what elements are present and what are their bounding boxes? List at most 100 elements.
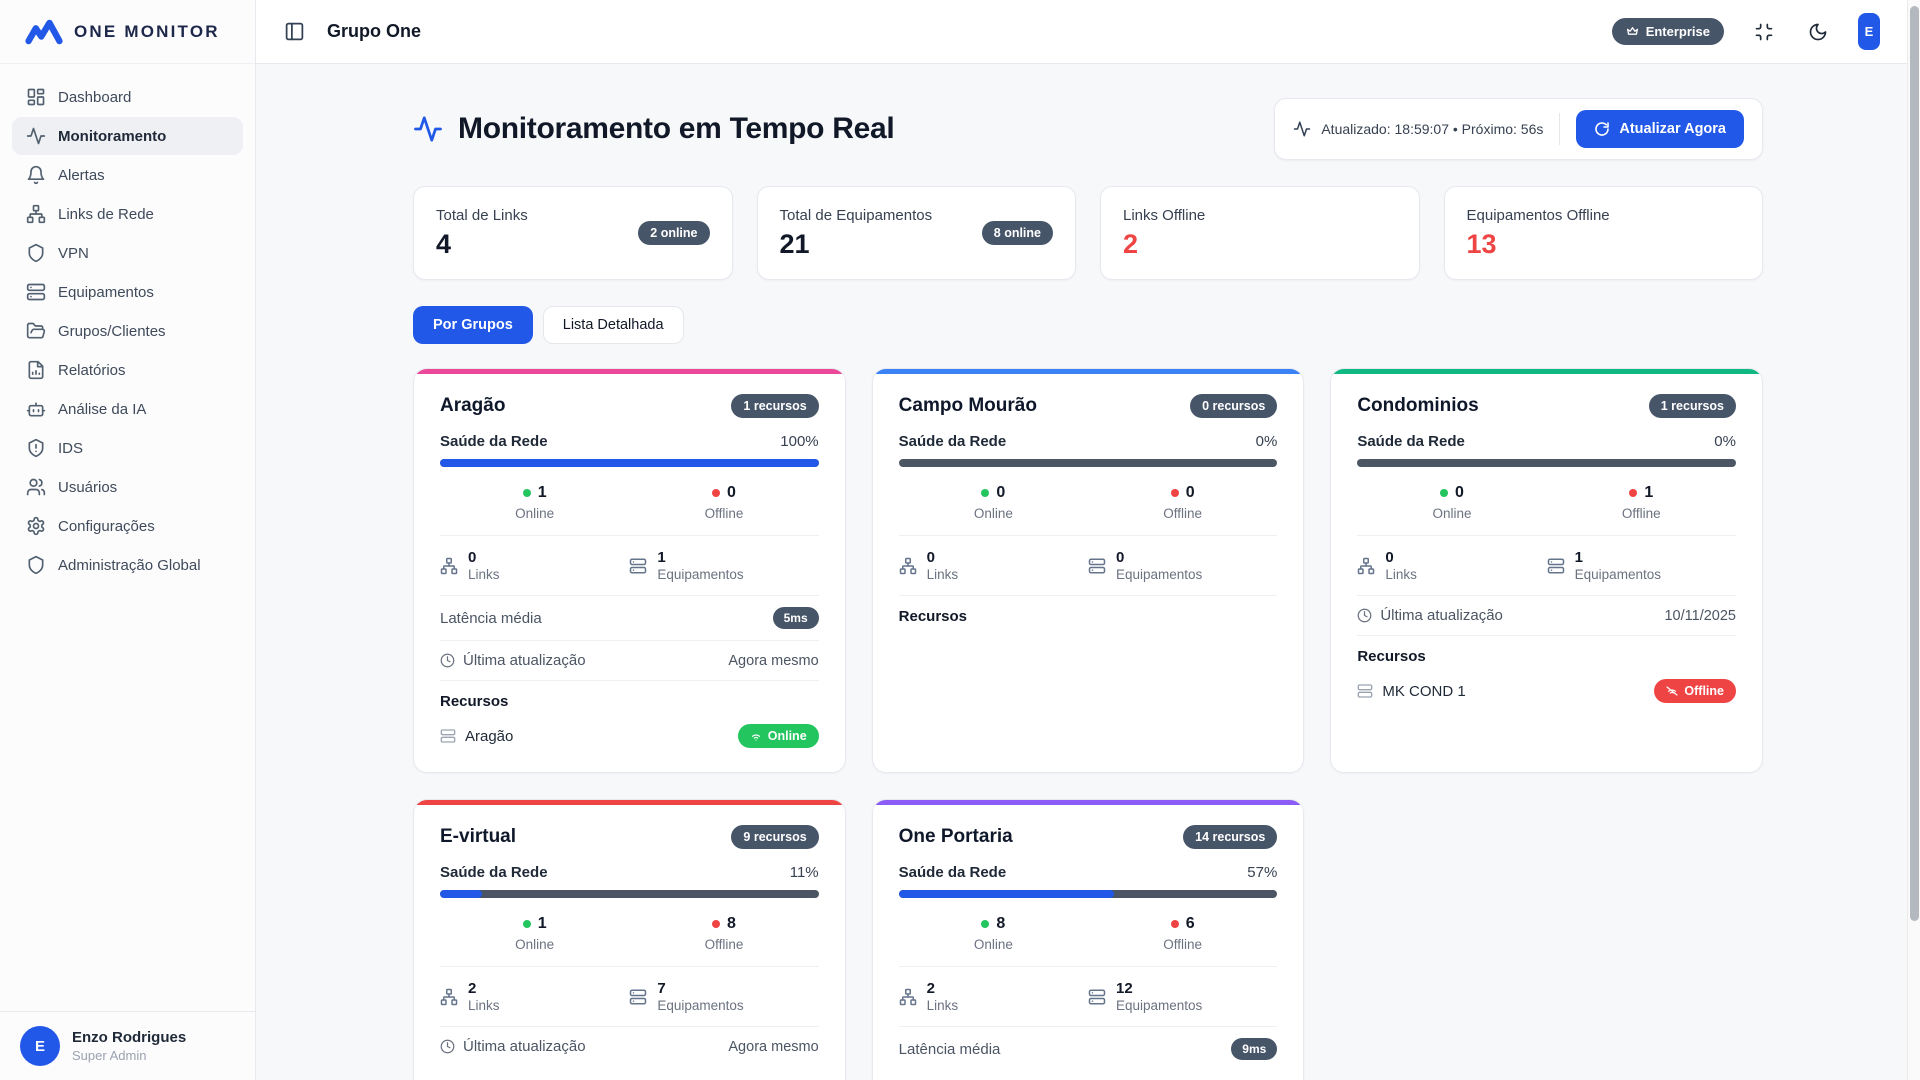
divider [1357, 635, 1736, 636]
server-icon [629, 988, 647, 1006]
group-card-e-virtual[interactable]: E-virtual 9 recursos Saúde da Rede 11% [413, 799, 846, 1080]
offline-dot [1171, 920, 1179, 928]
shield-icon [26, 243, 46, 263]
links-count: 0 [468, 549, 500, 566]
sidebar-item-usuarios[interactable]: Usuários [12, 468, 243, 506]
equipment-count: 0 [1116, 549, 1202, 566]
health-label: Saúde da Rede [440, 864, 548, 881]
offline-count: 8 [727, 915, 736, 933]
refresh-now-button[interactable]: Atualizar Agora [1576, 110, 1744, 148]
online-dot [981, 920, 989, 928]
equipment-count: 12 [1116, 980, 1202, 997]
header-avatar[interactable]: E [1858, 13, 1880, 50]
resources-count-badge: 0 recursos [1190, 394, 1277, 418]
sidebar-item-configuracoes[interactable]: Configurações [12, 507, 243, 545]
resource-name: MK COND 1 [1382, 683, 1465, 700]
group-cards-grid: Aragão 1 recursos Saúde da Rede 100% [413, 368, 1763, 1080]
network-icon [1357, 557, 1375, 575]
online-dot [523, 920, 531, 928]
sidebar-item-analise-da-ia[interactable]: Análise da IA [12, 390, 243, 428]
offline-label: Offline [629, 937, 818, 952]
health-progress-track [1357, 459, 1736, 467]
page-scrollbar[interactable] [1907, 0, 1920, 1080]
health-label: Saúde da Rede [440, 433, 548, 450]
sidebar-item-label: Configurações [58, 518, 155, 535]
report-icon [26, 360, 46, 380]
equipment-count: 1 [1575, 549, 1661, 566]
sidebar-item-equipamentos[interactable]: Equipamentos [12, 273, 243, 311]
stat-label: Total de Equipamentos [780, 207, 933, 224]
group-name: Campo Mourão [899, 395, 1037, 417]
sidebar-item-relatorios[interactable]: Relatórios [12, 351, 243, 389]
group-card-one-portaria[interactable]: One Portaria 14 recursos Saúde da Rede 5… [872, 799, 1305, 1080]
sidebar-item-alertas[interactable]: Alertas [12, 156, 243, 194]
sidebar-item-label: Dashboard [58, 89, 131, 106]
group-card-condominios[interactable]: Condominios 1 recursos Saúde da Rede 0% [1330, 368, 1763, 773]
sidebar-item-dashboard[interactable]: Dashboard [12, 78, 243, 116]
health-label: Saúde da Rede [1357, 433, 1465, 450]
resource-row[interactable]: MK COND 1 Offline [1357, 676, 1736, 705]
refresh-status-card: Atualizado: 18:59:07 • Próximo: 56s Atua… [1274, 98, 1763, 160]
health-progress-fill [440, 459, 819, 467]
folder-icon [26, 321, 46, 341]
last-update-value: Agora mesmo [728, 1039, 818, 1055]
settings-icon [26, 516, 46, 536]
health-percent: 100% [780, 433, 818, 450]
group-name: E-virtual [440, 826, 516, 848]
divider [899, 595, 1278, 596]
sidebar-nav: Dashboard Monitoramento Alertas Links de… [0, 64, 255, 1011]
stats-row: Total de Links 4 2 online Total de Equip… [413, 186, 1763, 280]
wifi-icon [750, 730, 762, 742]
plan-badge-label: Enterprise [1646, 24, 1710, 39]
fullscreen-toggle-button[interactable] [1750, 18, 1778, 46]
equipment-count: 7 [657, 980, 743, 997]
network-icon [440, 988, 458, 1006]
offline-dot [712, 489, 720, 497]
online-label: Online [1357, 506, 1546, 521]
sidebar-item-grupos-clientes[interactable]: Grupos/Clientes [12, 312, 243, 350]
scrollbar-thumb[interactable] [1910, 6, 1919, 921]
main-content: Monitoramento em Tempo Real Atualizado: … [256, 64, 1920, 1080]
page-context-title: Grupo One [327, 21, 421, 42]
stat-value: 13 [1467, 229, 1610, 260]
shield-icon [26, 555, 46, 575]
sidebar-item-ids[interactable]: IDS [12, 429, 243, 467]
equipment-label: Equipamentos [657, 567, 743, 582]
sidebar-item-label: Grupos/Clientes [58, 323, 166, 340]
page-title: Monitoramento em Tempo Real [458, 112, 894, 146]
clock-icon [440, 1039, 455, 1054]
resources-count-badge: 1 recursos [731, 394, 818, 418]
sidebar-item-label: VPN [58, 245, 89, 262]
offline-label: Offline [629, 506, 818, 521]
latency-badge: 9ms [1231, 1038, 1277, 1060]
group-name: Condominios [1357, 395, 1478, 417]
refresh-now-label: Atualizar Agora [1619, 121, 1726, 137]
online-count: 8 [996, 915, 1005, 933]
dark-mode-toggle-button[interactable] [1804, 18, 1832, 46]
stat-online-badge: 8 online [982, 221, 1053, 245]
stat-online-badge: 2 online [638, 221, 709, 245]
user-role: Super Admin [72, 1048, 186, 1063]
sidebar-toggle-button[interactable] [280, 17, 309, 46]
stat-value: 21 [780, 229, 933, 260]
tab-lista-detalhada[interactable]: Lista Detalhada [543, 306, 684, 344]
group-card-aragao[interactable]: Aragão 1 recursos Saúde da Rede 100% [413, 368, 846, 773]
stat-links-offline: Links Offline 2 [1100, 186, 1420, 280]
sidebar-item-administracao-global[interactable]: Administração Global [12, 546, 243, 584]
activity-icon [413, 114, 443, 144]
online-count: 0 [1455, 484, 1464, 502]
health-progress-track [899, 890, 1278, 898]
group-card-campo-mourao[interactable]: Campo Mourão 0 recursos Saúde da Rede 0% [872, 368, 1305, 773]
user-name: Enzo Rodrigues [72, 1029, 186, 1046]
stat-label: Total de Links [436, 207, 528, 224]
stat-total-links: Total de Links 4 2 online [413, 186, 733, 280]
resources-count-badge: 1 recursos [1649, 394, 1736, 418]
sidebar-user[interactable]: E Enzo Rodrigues Super Admin [0, 1011, 255, 1080]
tab-por-grupos[interactable]: Por Grupos [413, 306, 533, 344]
sidebar-item-vpn[interactable]: VPN [12, 234, 243, 272]
resource-row[interactable]: Aragão Online [440, 721, 819, 750]
offline-label: Offline [1088, 937, 1277, 952]
bot-icon [26, 399, 46, 419]
sidebar-item-links-de-rede[interactable]: Links de Rede [12, 195, 243, 233]
sidebar-item-monitoramento[interactable]: Monitoramento [12, 117, 243, 155]
